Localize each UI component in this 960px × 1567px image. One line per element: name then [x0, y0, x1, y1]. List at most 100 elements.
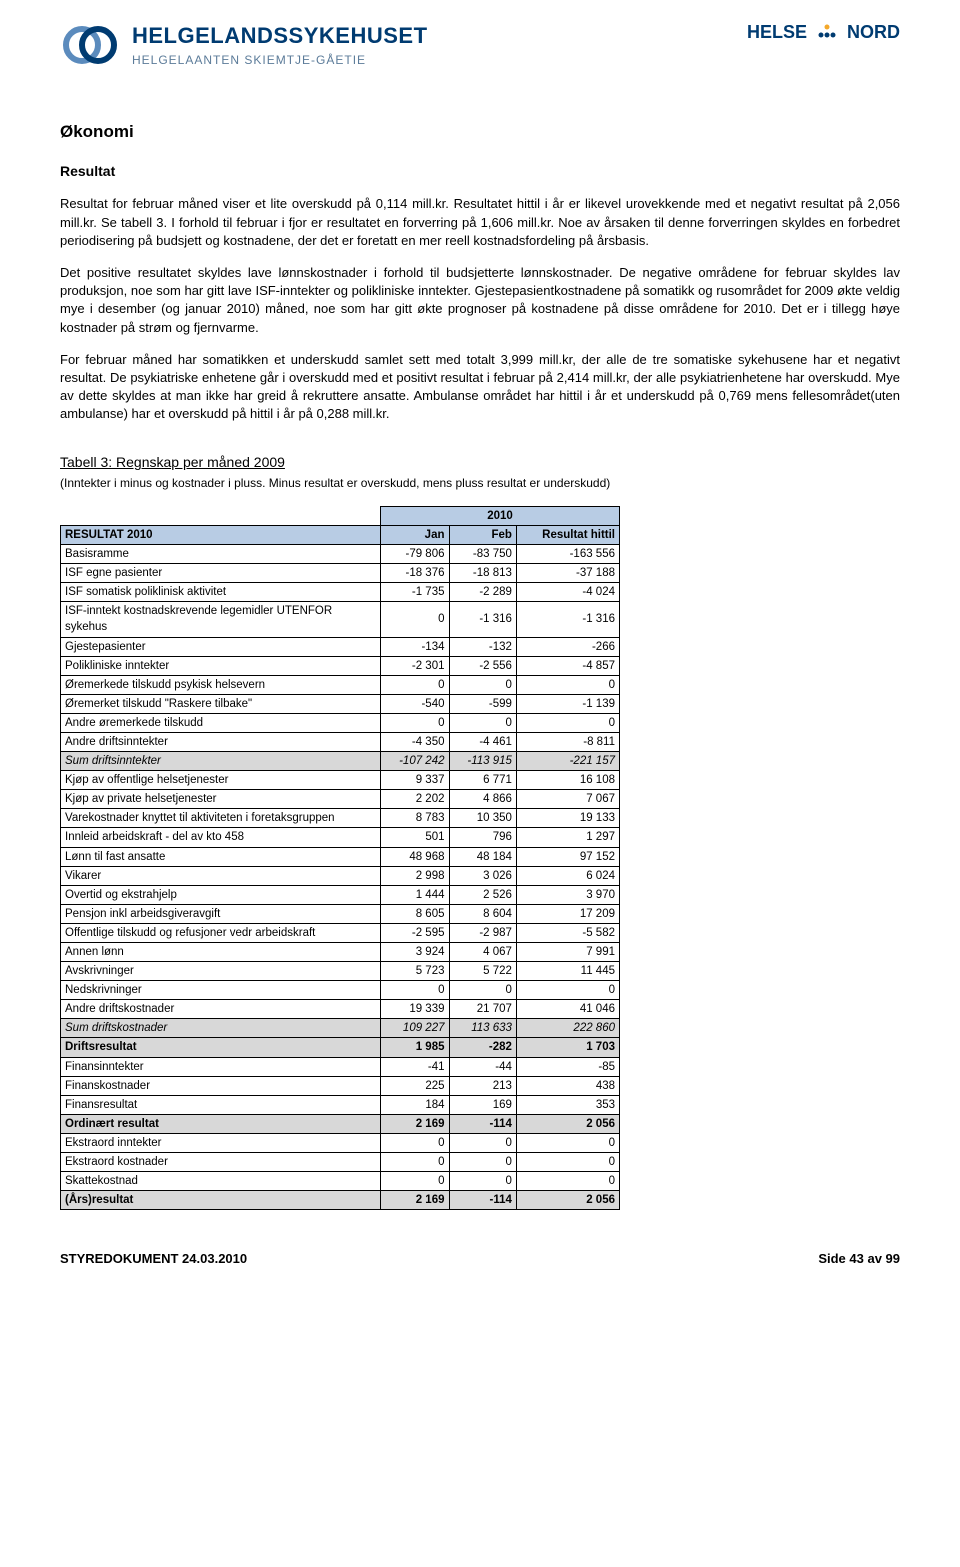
row-label: Nedskrivninger	[61, 981, 381, 1000]
row-label: Vikarer	[61, 866, 381, 885]
table-row: Driftsresultat1 985-2821 703	[61, 1038, 620, 1057]
cell-total: -85	[516, 1057, 619, 1076]
paragraph: For februar måned har somatikken et unde…	[60, 351, 900, 424]
cell-jan: 0	[381, 602, 450, 637]
cell-total: 0	[516, 1172, 619, 1191]
cell-jan: 1 985	[381, 1038, 450, 1057]
table-row: Innleid arbeidskraft - del av kto 458501…	[61, 828, 620, 847]
right-brand-1: HELSE	[747, 20, 807, 45]
cell-feb: -18 813	[449, 564, 516, 583]
cell-jan: -1 735	[381, 583, 450, 602]
cell-feb: 796	[449, 828, 516, 847]
table-row: Ekstraord kostnader000	[61, 1153, 620, 1172]
col-header: Resultat hittil	[516, 525, 619, 544]
cell-total: 2 056	[516, 1114, 619, 1133]
table-row: (Års)resultat2 169-1142 056	[61, 1191, 620, 1210]
logo-text: HELGELANDSSYKEHUSET HELGELAANTEN SKIEMTJ…	[132, 21, 428, 69]
footer-left: STYREDOKUMENT 24.03.2010	[60, 1250, 247, 1268]
row-label: Annen lønn	[61, 943, 381, 962]
table-row: Varekostnader knyttet til aktiviteten i …	[61, 809, 620, 828]
cell-feb: -83 750	[449, 545, 516, 564]
cell-feb: -4 461	[449, 732, 516, 751]
table-row: Polikliniske inntekter-2 301-2 556-4 857	[61, 656, 620, 675]
cell-feb: 48 184	[449, 847, 516, 866]
cell-total: 19 133	[516, 809, 619, 828]
cell-total: -8 811	[516, 732, 619, 751]
cell-total: 1 297	[516, 828, 619, 847]
col-header: RESULTAT 2010	[61, 525, 381, 544]
table-row: ISF somatisk poliklinisk aktivitet-1 735…	[61, 583, 620, 602]
table-column-headers: RESULTAT 2010 Jan Feb Resultat hittil	[61, 525, 620, 544]
row-label: Offentlige tilskudd og refusjoner vedr a…	[61, 923, 381, 942]
cell-jan: -18 376	[381, 564, 450, 583]
cell-total: -5 582	[516, 923, 619, 942]
cell-jan: 225	[381, 1076, 450, 1095]
cell-feb: 21 707	[449, 1000, 516, 1019]
cell-jan: 8 605	[381, 904, 450, 923]
row-label: Ordinært resultat	[61, 1114, 381, 1133]
table-row: ISF egne pasienter-18 376-18 813-37 188	[61, 564, 620, 583]
cell-feb: 4 067	[449, 943, 516, 962]
cell-feb: -132	[449, 637, 516, 656]
row-label: Avskrivninger	[61, 962, 381, 981]
cell-total: 0	[516, 981, 619, 1000]
cell-total: 7 067	[516, 790, 619, 809]
cell-feb: 10 350	[449, 809, 516, 828]
cell-jan: 3 924	[381, 943, 450, 962]
row-label: ISF somatisk poliklinisk aktivitet	[61, 583, 381, 602]
year-label: 2010	[381, 506, 620, 525]
cell-feb: 0	[449, 1172, 516, 1191]
row-label: Øremerket tilskudd "Raskere tilbake"	[61, 694, 381, 713]
cell-total: 11 445	[516, 962, 619, 981]
row-label: Finansresultat	[61, 1095, 381, 1114]
cell-jan: 5 723	[381, 962, 450, 981]
cell-feb: -1 316	[449, 602, 516, 637]
row-label: Ekstraord kostnader	[61, 1153, 381, 1172]
cell-jan: 19 339	[381, 1000, 450, 1019]
table-row: Ekstraord inntekter000	[61, 1133, 620, 1152]
table-row: Lønn til fast ansatte48 96848 18497 152	[61, 847, 620, 866]
row-label: Kjøp av offentlige helsetjenester	[61, 771, 381, 790]
row-label: Skattekostnad	[61, 1172, 381, 1191]
cell-feb: 0	[449, 981, 516, 1000]
cell-feb: -2 987	[449, 923, 516, 942]
cell-feb: 213	[449, 1076, 516, 1095]
footer-right: Side 43 av 99	[818, 1250, 900, 1268]
table-row: Basisramme-79 806-83 750-163 556	[61, 545, 620, 564]
table-row: Finansinntekter-41-44-85	[61, 1057, 620, 1076]
row-label: Overtid og ekstrahjelp	[61, 885, 381, 904]
cell-feb: -114	[449, 1191, 516, 1210]
table-year-row: 2010	[61, 506, 620, 525]
cell-total: -1 139	[516, 694, 619, 713]
cell-total: -163 556	[516, 545, 619, 564]
cell-jan: -2 595	[381, 923, 450, 942]
cell-feb: 169	[449, 1095, 516, 1114]
row-label: ISF egne pasienter	[61, 564, 381, 583]
paragraph: Det positive resultatet skyldes lave løn…	[60, 264, 900, 337]
cell-jan: 9 337	[381, 771, 450, 790]
cell-jan: 2 169	[381, 1191, 450, 1210]
cell-jan: -107 242	[381, 752, 450, 771]
row-label: Kjøp av private helsetjenester	[61, 790, 381, 809]
table-row: Pensjon inkl arbeidsgiveravgift8 6058 60…	[61, 904, 620, 923]
cell-total: 17 209	[516, 904, 619, 923]
row-label: Basisramme	[61, 545, 381, 564]
cell-jan: -41	[381, 1057, 450, 1076]
row-label: Finanskostnader	[61, 1076, 381, 1095]
cell-total: 1 703	[516, 1038, 619, 1057]
table-row: Nedskrivninger000	[61, 981, 620, 1000]
cell-jan: 0	[381, 1153, 450, 1172]
cell-total: -37 188	[516, 564, 619, 583]
table-title: Tabell 3: Regnskap per måned 2009	[60, 453, 900, 473]
cell-total: 222 860	[516, 1019, 619, 1038]
cell-jan: 109 227	[381, 1019, 450, 1038]
table-row: Kjøp av private helsetjenester2 2024 866…	[61, 790, 620, 809]
table-row: Gjestepasienter-134-132-266	[61, 637, 620, 656]
row-label: Andre øremerkede tilskudd	[61, 713, 381, 732]
cell-jan: -540	[381, 694, 450, 713]
cell-total: 41 046	[516, 1000, 619, 1019]
cell-feb: 0	[449, 675, 516, 694]
table-row: Vikarer2 9983 0266 024	[61, 866, 620, 885]
rings-icon	[60, 20, 120, 70]
cell-feb: 4 866	[449, 790, 516, 809]
